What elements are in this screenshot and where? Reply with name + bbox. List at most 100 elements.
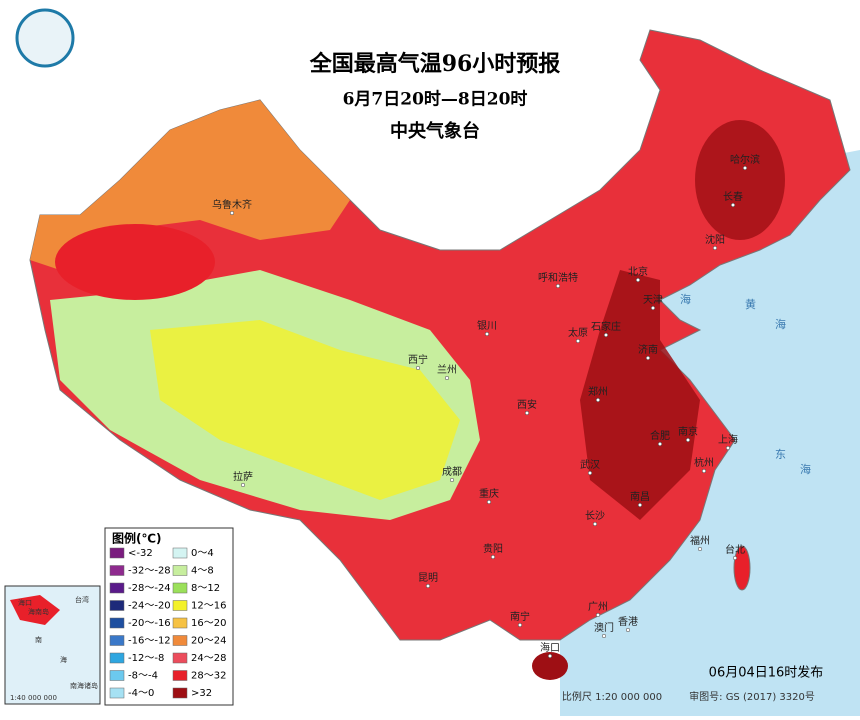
city-label: 福州	[690, 534, 710, 547]
city-dot	[524, 410, 530, 416]
legend-label: 0～4	[191, 548, 214, 559]
title: 全国最高气温96小时预报	[309, 51, 561, 77]
legend-swatch	[109, 547, 125, 559]
city-label: 广州	[588, 601, 608, 613]
legend-label: 16～20	[191, 618, 226, 629]
city-dot	[645, 355, 651, 361]
legend-label: -8～-4	[128, 671, 158, 682]
sea-label: 海	[775, 317, 786, 331]
legend-box	[104, 527, 234, 706]
city-label: 兰州	[437, 363, 457, 376]
city-label: 哈尔滨	[730, 153, 760, 166]
legend-swatch	[172, 565, 188, 576]
city-dot	[742, 165, 748, 171]
city-label: 南京	[678, 425, 698, 438]
legend-label: -4～0	[128, 688, 154, 699]
inset-label: 南	[35, 635, 42, 644]
hainan	[532, 652, 568, 680]
city-dot	[484, 331, 490, 337]
legend-swatch	[172, 617, 188, 629]
legend-label: 24～28	[191, 653, 226, 664]
inset-label: 台湾	[75, 595, 89, 604]
legend-swatch	[172, 547, 188, 559]
city-dot	[625, 627, 631, 633]
city-label: 石家庄	[591, 320, 621, 333]
city-dot	[240, 482, 246, 488]
city-label: 合肥	[650, 429, 670, 442]
legend: <-32 -32～-28 -28～-24 -24～-20 -20～-16 -16～-12 -…	[109, 547, 226, 699]
region-northeast	[695, 120, 785, 240]
city-dot	[601, 633, 607, 639]
city-dot	[517, 622, 523, 628]
city-label: 重庆	[479, 487, 499, 500]
city-label: 南昌	[630, 490, 650, 503]
legend-label: 12～16	[191, 601, 226, 612]
legend-label: -28～-24	[128, 583, 171, 594]
city-dot	[712, 245, 718, 251]
city-dot	[415, 365, 421, 371]
city-label: 西安	[517, 398, 537, 411]
city-dot	[425, 583, 431, 589]
legend-label: 28～32	[191, 671, 226, 682]
sea-label: 海	[800, 462, 811, 476]
legend-label: -16～-12	[128, 636, 171, 647]
city-dot	[603, 332, 609, 338]
map-scale: 比例尺 1:20 000 000	[562, 690, 662, 703]
inset-scale: 1:40 000 000	[10, 694, 57, 702]
city-label: 银川	[477, 319, 497, 332]
city-label: 呼和浩特	[538, 272, 578, 284]
city-label: 香港	[618, 616, 638, 628]
city-dot	[575, 338, 581, 344]
legend-swatch	[109, 652, 125, 664]
city-label: 太原	[568, 326, 588, 339]
city-label: 杭州	[694, 456, 714, 469]
city-label: 乌鲁木齐	[212, 198, 252, 211]
legend-swatch	[109, 617, 125, 629]
legend-label: 4～8	[191, 566, 214, 577]
city-label: 澳门	[594, 621, 614, 634]
city-label: 台北	[725, 543, 745, 556]
city-label: 沈阳	[705, 233, 725, 246]
city-dot	[732, 555, 738, 561]
city-label: 上海	[718, 433, 738, 446]
city-dot	[444, 375, 450, 381]
city-dot	[637, 502, 643, 508]
city-dot	[592, 521, 598, 527]
city-label: 武汉	[580, 458, 600, 471]
city-dot	[486, 499, 492, 505]
sea-labels: 海黄海东海	[680, 292, 811, 476]
legend-swatch	[109, 670, 125, 681]
sea-label: 东	[775, 448, 786, 461]
city-labels: 乌鲁木齐拉萨 西宁兰州 银川 呼和浩特太原石家庄 北京天津济南郑州西安成都重庆 武汉 合肥南…	[212, 153, 760, 659]
legend-swatch	[109, 600, 125, 611]
legend-label: -20～-16	[128, 618, 171, 629]
legend-swatch	[172, 582, 188, 594]
legend-swatch	[172, 670, 188, 681]
legend-swatch	[172, 687, 188, 699]
city-dot	[697, 546, 703, 552]
city-label: 海口	[540, 641, 560, 654]
region-plateau-warm	[150, 320, 460, 500]
region-tarim	[55, 224, 215, 300]
legend-swatch	[109, 635, 125, 646]
city-dot	[595, 397, 601, 403]
legend-swatch	[109, 582, 125, 594]
legend-swatch	[172, 600, 188, 611]
legend-label: <-32	[128, 548, 153, 559]
city-label: 成都	[442, 466, 462, 478]
city-label: 昆明	[418, 572, 438, 584]
city-dot	[595, 612, 601, 618]
city-dot	[555, 283, 561, 289]
subtitle: 6月7日20时—8日20时	[343, 90, 528, 110]
legend-label: 20～24	[191, 636, 226, 647]
taiwan	[733, 545, 751, 591]
city-dot	[725, 445, 731, 451]
legend-swatch	[109, 687, 125, 699]
inset-label: 海南岛	[28, 607, 49, 616]
map-number: 审图号: GS (2017) 3320号	[689, 690, 815, 703]
inset-label: 海口	[18, 598, 32, 607]
city-label: 西宁	[408, 353, 428, 366]
legend-swatch	[109, 565, 125, 576]
city-label: 济南	[638, 343, 658, 356]
city-dot	[730, 202, 736, 208]
